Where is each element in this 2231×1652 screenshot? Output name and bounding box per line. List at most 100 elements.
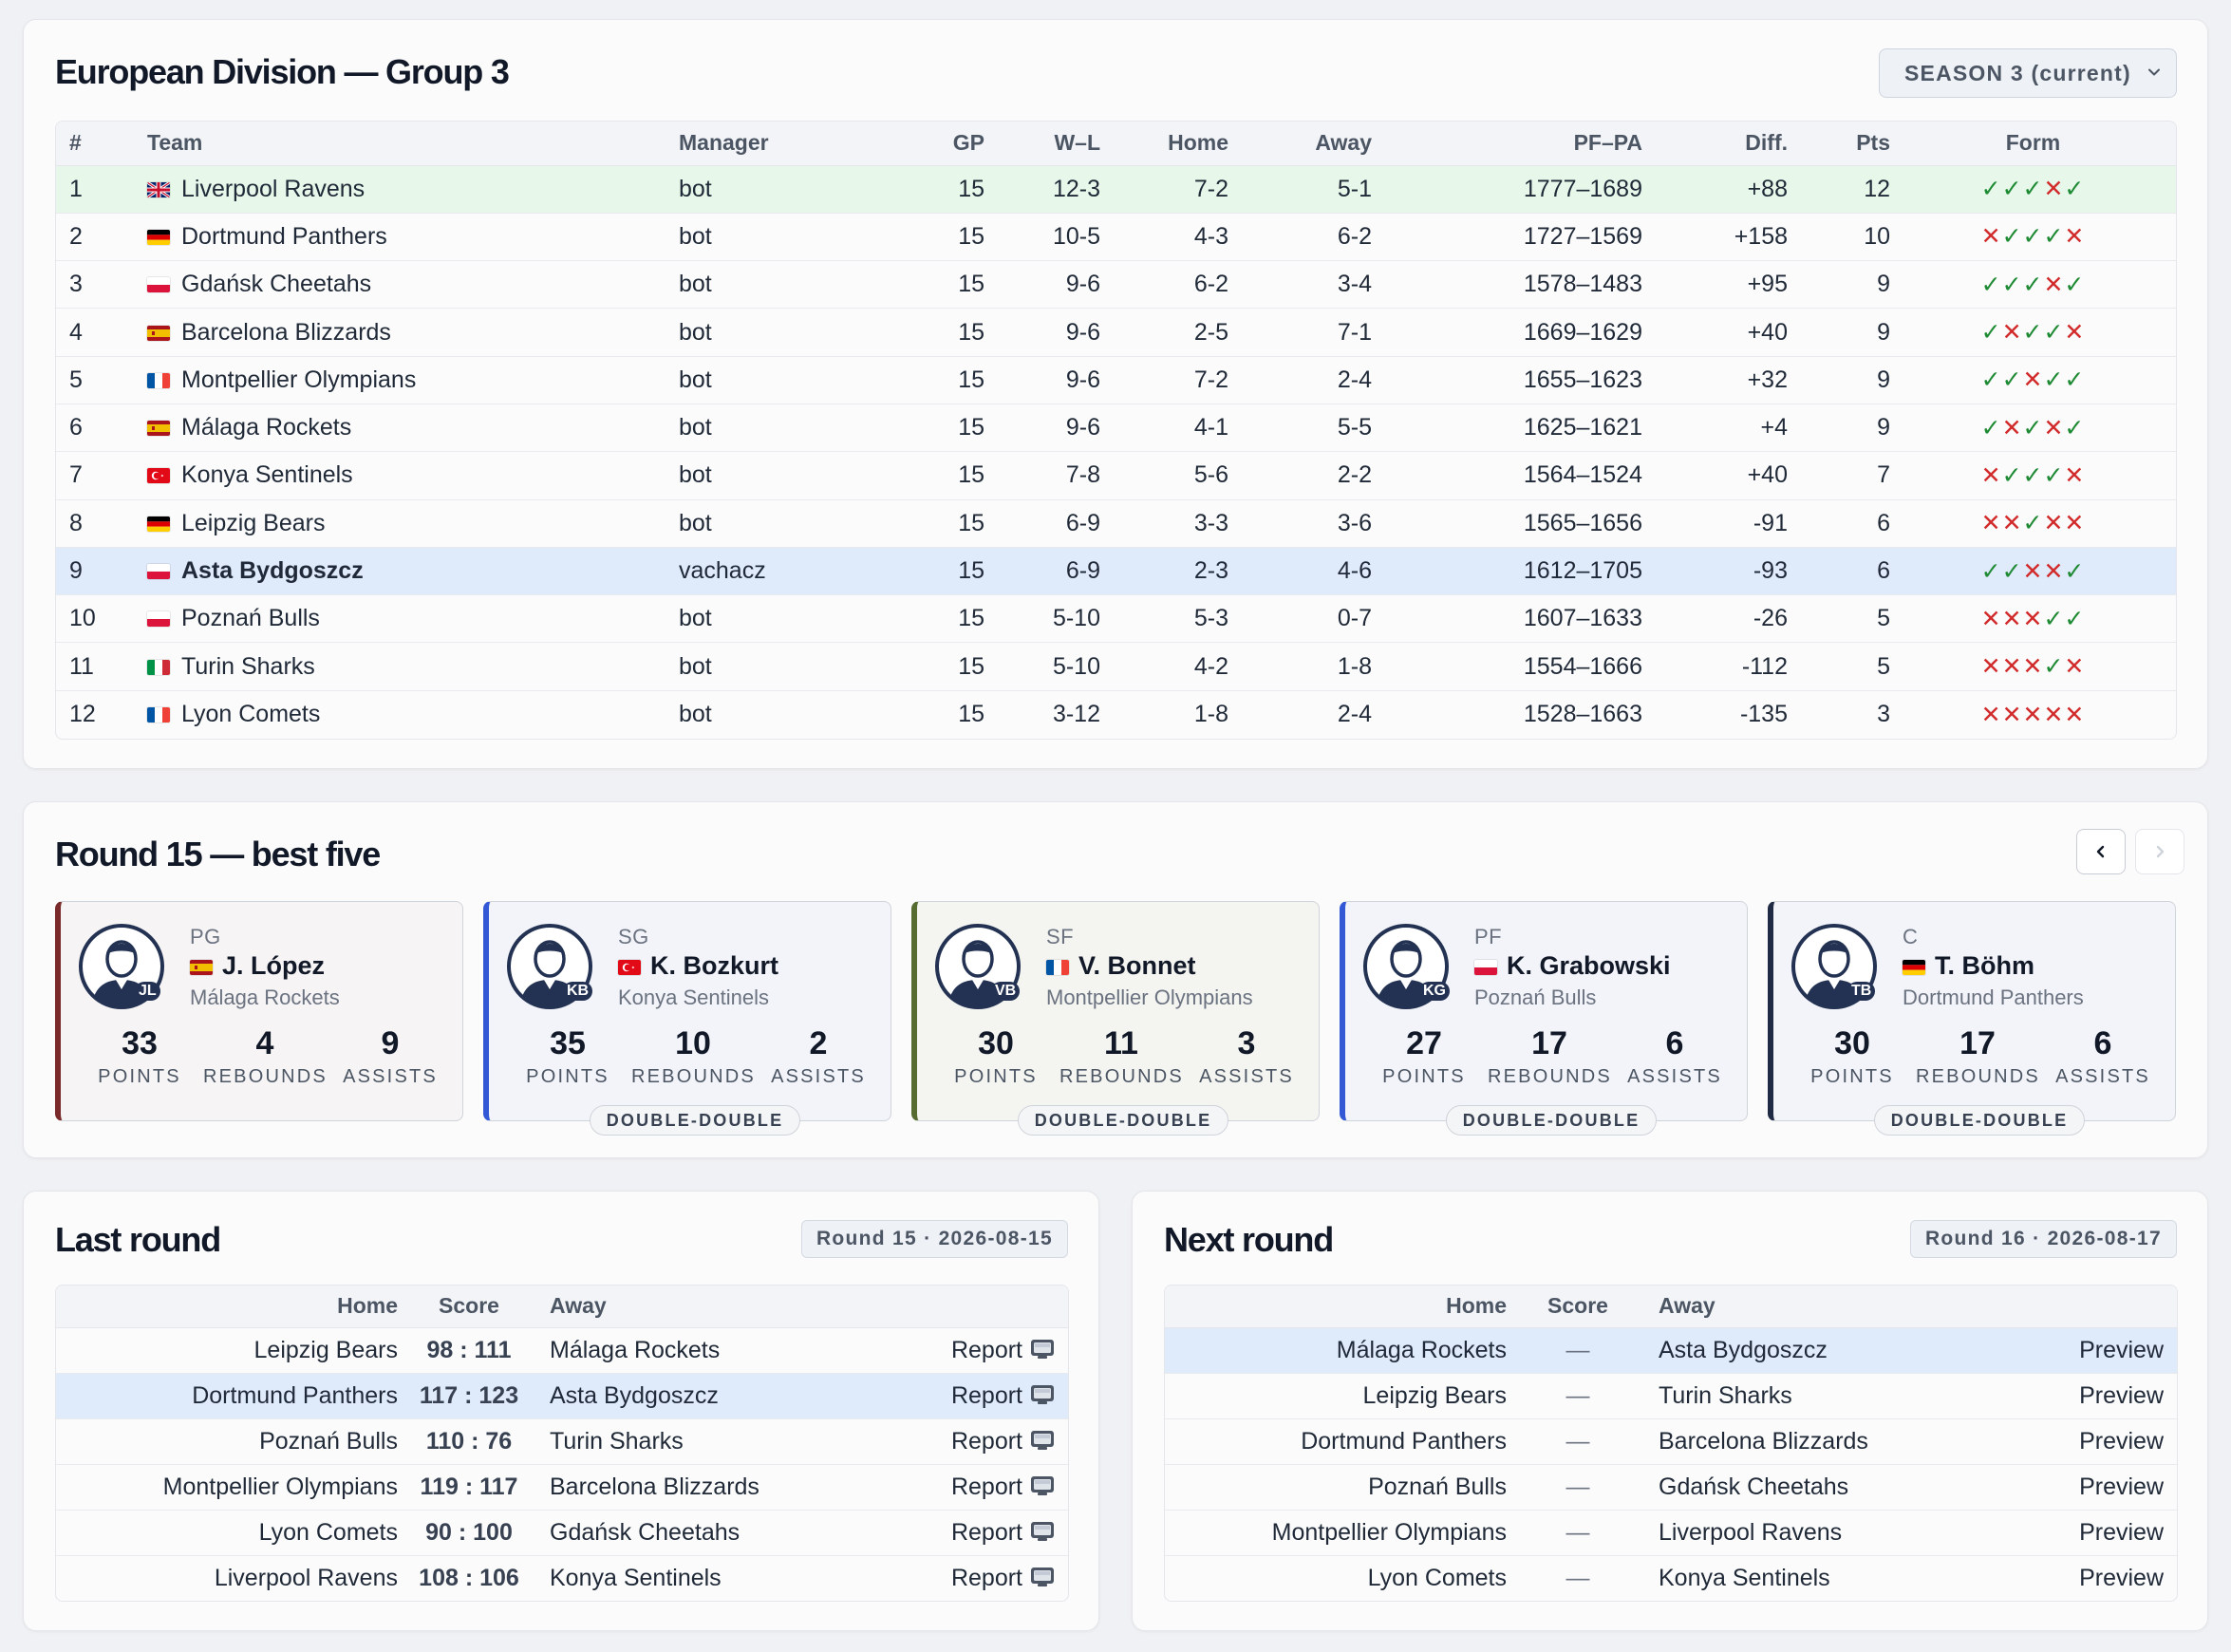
preview-link[interactable]: Preview <box>1987 1418 2177 1465</box>
away-team[interactable]: Málaga Rockets <box>540 1327 878 1374</box>
player-name[interactable]: J. López <box>190 951 325 981</box>
player-card[interactable]: TB C T. Böhm Dortmund Panthers 30 POINTS 17 REB… <box>1768 901 2176 1136</box>
report-label[interactable]: Report <box>950 1381 1022 1409</box>
report-link[interactable]: Report <box>878 1373 1068 1419</box>
home-team[interactable]: Málaga Rockets <box>1165 1327 1507 1374</box>
report-link[interactable]: Report <box>878 1510 1068 1556</box>
col-pts[interactable]: Pts <box>1788 122 1890 166</box>
report-link[interactable]: Report <box>878 1327 1068 1374</box>
report-label[interactable]: Report <box>950 1427 1022 1455</box>
team-cell[interactable]: Lyon Comets <box>147 690 679 738</box>
away-team[interactable]: Konya Sentinels <box>1659 1564 1830 1591</box>
preview-label[interactable]: Preview <box>2079 1564 2164 1591</box>
player-team[interactable]: Poznań Bulls <box>1474 986 1597 1009</box>
away-team[interactable]: Konya Sentinels <box>550 1564 722 1591</box>
preview-link[interactable]: Preview <box>1987 1464 2177 1511</box>
team-name[interactable]: Liverpool Ravens <box>181 175 366 202</box>
col-diff[interactable]: Diff. <box>1642 122 1788 166</box>
report-label[interactable]: Report <box>950 1473 1022 1500</box>
home-team[interactable]: Poznań Bulls <box>56 1418 398 1465</box>
standings-row[interactable]: 6 Málaga Rockets bot 15 9-6 4-1 5-5 1625–1621 +4… <box>56 404 2176 453</box>
preview-label[interactable]: Preview <box>2079 1336 2164 1363</box>
away-team[interactable]: Asta Bydgoszcz <box>540 1373 878 1419</box>
col-pfpa[interactable]: PF–PA <box>1372 122 1642 166</box>
away-team[interactable]: Barcelona Blizzards <box>1649 1418 1987 1465</box>
player-card[interactable]: JL PG J. López Málaga Rockets 33 POINTS 4 REBOU… <box>55 901 463 1121</box>
team-cell[interactable]: Turin Sharks <box>147 642 679 691</box>
standings-row[interactable]: 4 Barcelona Blizzards bot 15 9-6 2-5 7-1 1669–1… <box>56 308 2176 357</box>
game-row[interactable]: Montpellier Olympians 119 : 117 Barcelona … <box>56 1464 1068 1511</box>
home-team[interactable]: Liverpool Ravens <box>214 1564 398 1591</box>
game-row[interactable]: Lyon Comets — Konya Sentinels Preview <box>1165 1555 2177 1601</box>
team-name[interactable]: Leipzig Bears <box>181 509 326 536</box>
col-away[interactable]: Away <box>1228 122 1372 166</box>
away-team[interactable]: Turin Sharks <box>540 1418 878 1465</box>
player-card[interactable]: KG PF K. Grabowski Poznań Bulls 27 POINTS 17 RE… <box>1340 901 1748 1136</box>
col-gp[interactable]: GP <box>907 122 984 166</box>
team-name[interactable]: Montpellier Olympians <box>181 366 417 393</box>
player-name[interactable]: K. Bozkurt <box>618 951 778 981</box>
player-team[interactable]: Málaga Rockets <box>190 986 340 1009</box>
report-link[interactable]: Report <box>878 1418 1068 1465</box>
home-team[interactable]: Montpellier Olympians <box>56 1464 398 1511</box>
standings-row[interactable]: 11 Turin Sharks bot 15 5-10 4-2 1-8 1554–1666 -1… <box>56 642 2176 691</box>
team-name[interactable]: Dortmund Panthers <box>181 222 387 250</box>
report-label[interactable]: Report <box>950 1336 1022 1363</box>
col-home[interactable]: Home <box>1100 122 1228 166</box>
team-name[interactable]: Poznań Bulls <box>181 605 320 632</box>
preview-link[interactable]: Preview <box>1987 1373 2177 1419</box>
standings-row[interactable]: 8 Leipzig Bears bot 15 6-9 3-3 3-6 1565–1656 -91… <box>56 499 2176 548</box>
standings-row[interactable]: 3 Gdańsk Cheetahs bot 15 9-6 6-2 3-4 1578–1483 +… <box>56 260 2176 310</box>
home-team[interactable]: Poznań Bulls <box>1165 1464 1507 1511</box>
team-cell[interactable]: Liverpool Ravens <box>147 165 679 214</box>
prev-round-button[interactable] <box>2076 829 2126 874</box>
away-team[interactable]: Gdańsk Cheetahs <box>540 1510 878 1556</box>
preview-link[interactable]: Preview <box>1987 1555 2177 1601</box>
preview-link[interactable]: Preview <box>1987 1510 2177 1556</box>
game-row[interactable]: Dortmund Panthers — Barcelona Blizzards Pre… <box>1165 1418 2177 1465</box>
preview-label[interactable]: Preview <box>2079 1381 2164 1409</box>
game-row[interactable]: Málaga Rockets — Asta Bydgoszcz Preview <box>1165 1327 2177 1374</box>
game-row[interactable]: Dortmund Panthers 117 : 123 Asta Bydgoszcz… <box>56 1373 1068 1419</box>
standings-row[interactable]: 2 Dortmund Panthers bot 15 10-5 4-3 6-2 1727–15… <box>56 213 2176 262</box>
preview-label[interactable]: Preview <box>2079 1518 2164 1546</box>
report-link[interactable]: Report <box>878 1555 1068 1601</box>
player-card[interactable]: VB SF V. Bonnet Montpellier Olympians 30 POIN… <box>911 901 1320 1136</box>
home-team[interactable]: Lyon Comets <box>1367 1564 1507 1591</box>
player-team[interactable]: Konya Sentinels <box>618 986 769 1009</box>
standings-row[interactable]: 10 Poznań Bulls bot 15 5-10 5-3 0-7 1607–1633 -2… <box>56 594 2176 644</box>
col-rank[interactable]: # <box>56 122 147 166</box>
game-row[interactable]: Leipzig Bears 98 : 111 Málaga Rockets Repor… <box>56 1327 1068 1374</box>
team-name[interactable]: Konya Sentinels <box>181 461 353 489</box>
team-cell[interactable]: Poznań Bulls <box>147 594 679 644</box>
home-team[interactable]: Leipzig Bears <box>56 1327 398 1374</box>
away-team[interactable]: Liverpool Ravens <box>1649 1510 1987 1556</box>
team-cell[interactable]: Dortmund Panthers <box>147 213 679 262</box>
game-row[interactable]: Poznań Bulls 110 : 76 Turin Sharks Report <box>56 1418 1068 1465</box>
away-team[interactable]: Gdańsk Cheetahs <box>1649 1464 1987 1511</box>
team-cell[interactable]: Asta Bydgoszcz <box>147 547 679 596</box>
report-label[interactable]: Report <box>950 1518 1022 1546</box>
away-team[interactable]: Asta Bydgoszcz <box>1649 1327 1987 1374</box>
team-cell[interactable]: Málaga Rockets <box>147 404 679 453</box>
player-name[interactable]: T. Böhm <box>1903 951 2034 981</box>
game-row[interactable]: Leipzig Bears — Turin Sharks Preview <box>1165 1373 2177 1419</box>
game-row[interactable]: Liverpool Ravens 108 : 106 Konya Sentinels… <box>56 1555 1068 1601</box>
home-team[interactable]: Lyon Comets <box>56 1510 398 1556</box>
team-cell[interactable]: Gdańsk Cheetahs <box>147 260 679 310</box>
player-card[interactable]: KB SG K. Bozkurt Konya Sentinels 35 POINTS 10 R… <box>483 901 891 1136</box>
next-round-button[interactable] <box>2135 829 2184 874</box>
col-manager[interactable]: Manager <box>679 122 907 166</box>
col-team[interactable]: Team <box>147 122 679 166</box>
preview-label[interactable]: Preview <box>2079 1427 2164 1455</box>
player-name[interactable]: V. Bonnet <box>1046 951 1196 981</box>
team-name[interactable]: Lyon Comets <box>181 701 321 728</box>
standings-row[interactable]: 12 Lyon Comets bot 15 3-12 1-8 2-4 1528–1663 -13… <box>56 690 2176 738</box>
standings-row[interactable]: 1 Liverpool Ravens bot 15 12-3 7-2 5-1 1777–168… <box>56 165 2176 214</box>
player-name[interactable]: K. Grabowski <box>1474 951 1671 981</box>
game-row[interactable]: Montpellier Olympians — Liverpool Ravens Pr… <box>1165 1510 2177 1556</box>
standings-row[interactable]: 7 Konya Sentinels bot 15 7-8 5-6 2-2 1564–1524 +… <box>56 451 2176 500</box>
team-name[interactable]: Málaga Rockets <box>181 414 352 441</box>
game-row[interactable]: Poznań Bulls — Gdańsk Cheetahs Preview <box>1165 1464 2177 1511</box>
team-name[interactable]: Gdańsk Cheetahs <box>181 271 372 298</box>
